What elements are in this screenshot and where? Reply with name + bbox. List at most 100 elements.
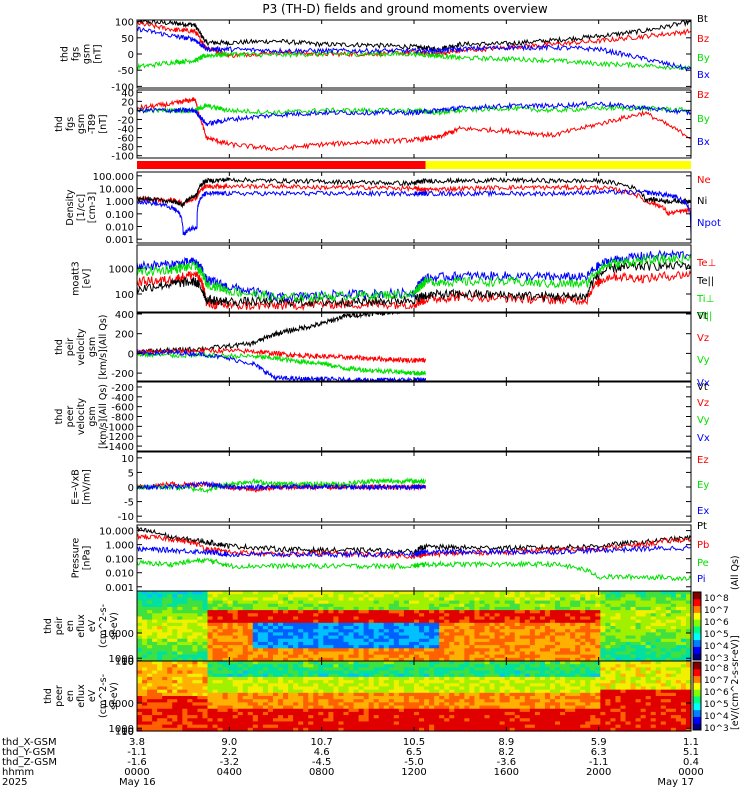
spectrogram-cell <box>464 603 470 608</box>
spectrogram-cell <box>207 692 214 697</box>
spectrogram-cell <box>403 591 410 595</box>
spectrogram-cell <box>393 683 400 688</box>
spectrogram-cell <box>202 724 209 729</box>
spectrogram-cell <box>227 638 234 643</box>
spectrogram-cell <box>368 603 375 608</box>
spectrogram-cell <box>560 692 566 697</box>
spectrogram-cell <box>338 641 345 646</box>
spectrogram-cell <box>172 603 178 608</box>
spectrogram-cell <box>152 699 158 703</box>
spectrogram-cell <box>157 664 163 668</box>
spectrogram-cell <box>449 676 455 681</box>
spectrogram-cell <box>192 708 199 713</box>
spectrogram-cell <box>232 591 239 595</box>
spectrogram-cell <box>147 686 153 691</box>
spectrogram-cell <box>313 606 319 611</box>
spectrogram-cell <box>665 629 672 633</box>
y-tick-label: -40 <box>118 125 134 136</box>
spectrogram-cell <box>147 616 153 621</box>
spectrogram-cell <box>479 670 486 675</box>
spectrogram-cell <box>242 661 249 665</box>
spectrogram-cell <box>288 616 294 621</box>
spectrogram-cell <box>610 638 617 643</box>
spectrogram-cell <box>262 702 269 707</box>
spectrogram-cell <box>328 724 335 729</box>
spectrogram-cell <box>489 727 496 732</box>
spectrogram-cell <box>595 705 601 710</box>
spectrogram-cell <box>192 686 199 691</box>
spectrogram-cell <box>479 651 486 656</box>
spectrogram-cell <box>429 657 435 662</box>
spectrogram-cell <box>217 645 224 649</box>
spectrogram-cell <box>398 603 405 608</box>
spectrogram-cell <box>539 626 546 630</box>
spectrogram-cell <box>247 721 254 726</box>
spectrogram-cell <box>494 718 501 723</box>
spectrogram-cell <box>408 673 415 678</box>
spectrogram-cell <box>373 683 380 688</box>
spectrogram-cell <box>615 711 622 716</box>
spectrogram-cell <box>565 670 571 675</box>
spectrogram-cell <box>434 619 440 624</box>
spectrogram-cell <box>157 670 163 675</box>
legend-entry: Ez <box>697 455 709 466</box>
spectrogram-cell <box>222 699 229 703</box>
spectrogram-cell <box>625 610 632 614</box>
spectrogram-cell <box>675 622 682 627</box>
spectrogram-cell <box>157 667 163 672</box>
spectrogram-cell <box>237 676 244 681</box>
spectrogram-cell <box>575 673 581 678</box>
spectrogram-cell <box>635 597 642 602</box>
spectrogram-cell <box>544 603 551 608</box>
spectrogram-cell <box>590 676 596 681</box>
spectrogram-cell <box>570 676 576 681</box>
spectrogram-cell <box>479 692 486 697</box>
spectrogram-cell <box>358 613 365 618</box>
y-axis-label: [eV] <box>82 269 93 289</box>
spectrogram-cell <box>202 686 209 691</box>
spectrogram-cell <box>539 635 546 640</box>
spectrogram-cell <box>403 670 410 675</box>
spectrogram-cell <box>449 708 455 713</box>
spectrogram-cell <box>479 591 486 595</box>
spectrogram-cell <box>549 641 556 646</box>
spectrogram-cell <box>439 635 445 640</box>
spectrogram-cell <box>232 626 239 630</box>
spectrogram-cell <box>514 657 521 662</box>
spectrogram-cell <box>605 667 612 672</box>
spectrogram-cell <box>212 597 219 602</box>
spectrogram-cell <box>434 708 440 713</box>
spectrogram-cell <box>454 641 460 646</box>
spectrogram-cell <box>398 597 405 602</box>
spectrogram-cell <box>590 654 596 659</box>
spectrogram-cell <box>625 718 632 723</box>
spectrogram-cell <box>338 718 345 723</box>
spectrogram-cell <box>605 727 612 732</box>
spectrogram-cell <box>565 622 571 627</box>
spectrogram-cell <box>257 622 264 627</box>
spectrogram-cell <box>157 702 163 707</box>
spectrogram-cell <box>585 711 591 716</box>
spectrogram-cell <box>182 626 188 630</box>
spectrogram-cell <box>162 661 168 665</box>
spectrogram-cell <box>620 692 627 697</box>
spectrogram-cell <box>549 632 556 637</box>
spectrogram-cell <box>484 686 491 691</box>
spectrogram-cell <box>449 680 455 684</box>
spectrogram-cell <box>484 619 491 624</box>
spectrogram-cell <box>585 689 591 694</box>
spectrogram-cell <box>378 692 385 697</box>
spectrogram-cell <box>398 645 405 649</box>
spectrogram-cell <box>504 654 511 659</box>
spectrogram-cell <box>187 718 193 723</box>
spectrogram-cell <box>575 670 581 675</box>
spectrogram-cell <box>182 702 188 707</box>
spectrogram-cell <box>137 626 143 630</box>
spectrogram-cell <box>353 711 360 716</box>
spectrogram-cell <box>303 635 309 640</box>
spectrogram-cell <box>580 622 586 627</box>
spectrogram-cell <box>454 718 460 723</box>
spectrogram-cell <box>585 715 591 719</box>
spectrogram-cell <box>162 718 168 723</box>
spectrogram-cell <box>580 651 586 656</box>
